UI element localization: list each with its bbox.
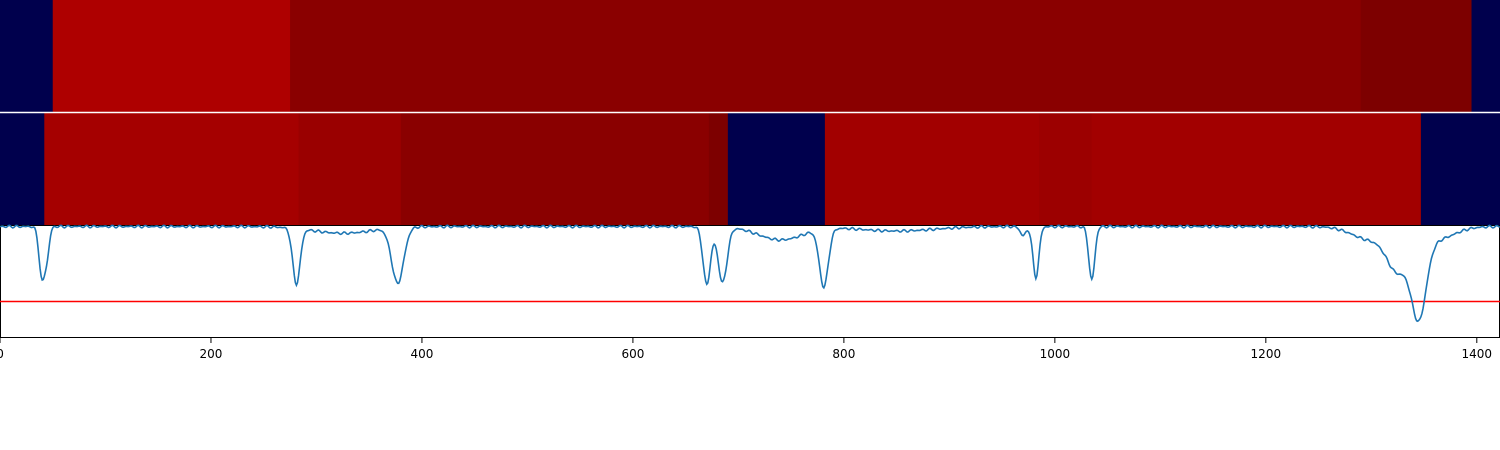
- heatmap-cell: [0, 0, 54, 112]
- x-tick-label: 0: [0, 347, 4, 361]
- x-axis: 0 200 400 600 800 1000 1200 1400: [0, 338, 1492, 361]
- heatmap-track-1: [0, 0, 1500, 112]
- heatmap-track-2: [0, 113, 1500, 225]
- heatmap-cell: [298, 113, 402, 225]
- signal-line: [0, 224, 1500, 323]
- heatmap-cell: [290, 0, 1362, 112]
- line-panel: [0, 224, 1500, 338]
- heatmap-cell: [1360, 0, 1473, 112]
- x-tick-label: 200: [200, 347, 223, 361]
- heatmap-cell: [1471, 0, 1500, 112]
- heatmap-cell: [1420, 113, 1500, 225]
- heatmap-cell: [727, 113, 826, 225]
- x-tick-label: 400: [410, 347, 433, 361]
- x-tick-label: 1400: [1462, 347, 1493, 361]
- heatmap-cell: [44, 113, 300, 225]
- heatmap-cell: [824, 113, 1040, 225]
- x-tick-label: 1200: [1251, 347, 1282, 361]
- heatmap-cell: [1091, 113, 1422, 225]
- heatmap-cell: [0, 113, 45, 225]
- x-tick-label: 800: [832, 347, 855, 361]
- x-tick-label: 600: [621, 347, 644, 361]
- heatmap-cell: [52, 0, 291, 112]
- heatmap-cell: [1039, 113, 1093, 225]
- x-tick-label: 1000: [1040, 347, 1071, 361]
- heatmap-cell: [708, 113, 729, 225]
- heatmap-cell: [400, 113, 710, 225]
- line-panel-frame: [0, 225, 1500, 338]
